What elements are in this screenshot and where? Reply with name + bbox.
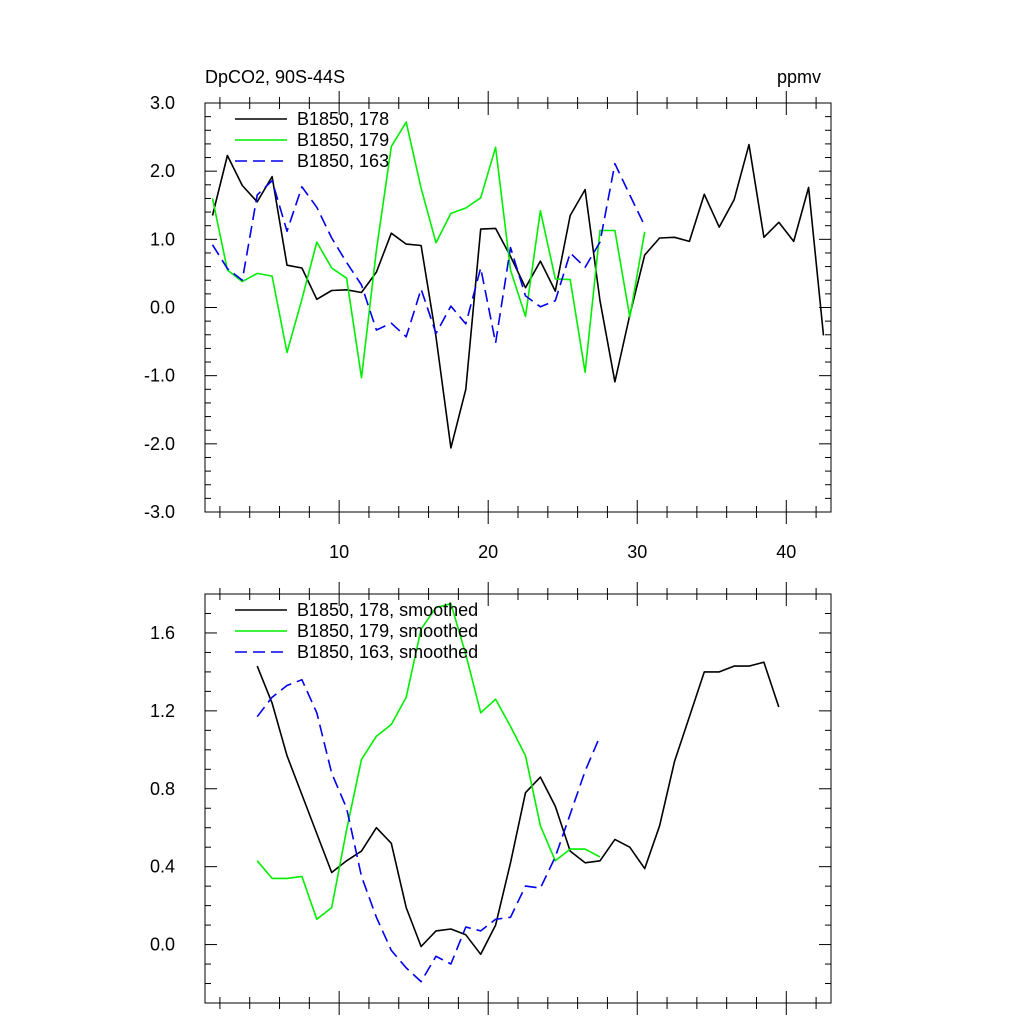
y-tick-label: 3.0 — [150, 93, 175, 113]
y-tick-label: 0.0 — [150, 935, 175, 955]
x-tick-label: 10 — [329, 542, 349, 562]
series-line-1 — [211, 143, 825, 449]
series-line-2 — [256, 602, 601, 921]
legend-label-2: B1850, 179, smoothed — [297, 621, 478, 641]
y-tick-label: 0.8 — [150, 779, 175, 799]
legend-label-2: B1850, 179 — [297, 130, 389, 150]
x-tick-label: 20 — [478, 542, 498, 562]
y-tick-label: -3.0 — [144, 502, 175, 522]
legend-label-1: B1850, 178, smoothed — [297, 600, 478, 620]
legend-label-3: B1850, 163, smoothed — [297, 642, 478, 662]
series-line-3 — [211, 162, 646, 344]
y-tick-label: 1.2 — [150, 701, 175, 721]
y-tick-label: 0.0 — [150, 298, 175, 318]
x-tick-label: 40 — [776, 542, 796, 562]
series-line-2 — [211, 121, 646, 379]
y-tick-label: -2.0 — [144, 434, 175, 454]
x-tick-label: 30 — [627, 542, 647, 562]
legend-label-3: B1850, 163 — [297, 151, 389, 171]
series-line-3 — [256, 678, 601, 983]
y-tick-label: 0.4 — [150, 857, 175, 877]
units-label: ppmv — [777, 67, 821, 87]
y-tick-label: -1.0 — [144, 366, 175, 386]
series-line-1 — [256, 661, 780, 956]
legend-label-1: B1850, 178 — [297, 109, 389, 129]
y-tick-label: 1.0 — [150, 229, 175, 249]
chart-title: DpCO2, 90S-44S — [205, 67, 345, 87]
y-tick-label: 1.6 — [150, 623, 175, 643]
y-tick-label: 2.0 — [150, 161, 175, 181]
chart-panel-1: -3.0 -2.0 -1.0 0.0 1.0 2.0 3.0 10 20 30 40 DpCO2, 9… — [144, 67, 832, 562]
